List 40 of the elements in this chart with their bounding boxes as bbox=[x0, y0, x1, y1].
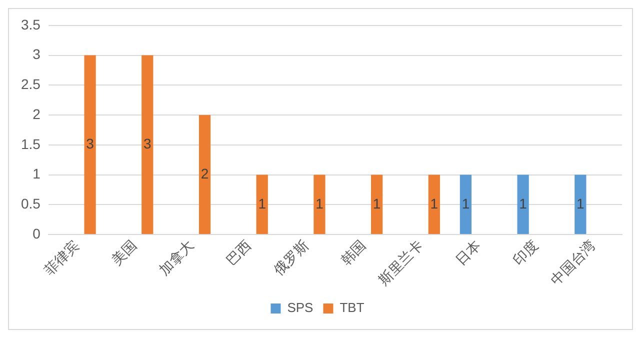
y-tick-label: 0.5 bbox=[20, 196, 41, 212]
x-tick-label: 俄罗斯 bbox=[270, 237, 312, 278]
data-label: 1 bbox=[576, 195, 585, 212]
bar bbox=[460, 174, 472, 234]
x-tick-label: 美国 bbox=[108, 237, 140, 268]
y-tick-label: 0 bbox=[32, 225, 41, 242]
y-tick-label: 2 bbox=[32, 106, 41, 122]
x-tick-label: 巴西 bbox=[222, 237, 254, 268]
bar bbox=[198, 115, 211, 234]
data-label: 1 bbox=[258, 195, 266, 212]
data-label: 1 bbox=[372, 195, 381, 212]
bar bbox=[256, 174, 268, 234]
x-tick-label: 加拿大 bbox=[156, 237, 197, 278]
data-label: 3 bbox=[144, 136, 152, 152]
y-tick-label: 1.5 bbox=[20, 136, 41, 152]
bar bbox=[574, 174, 586, 234]
bar bbox=[84, 55, 96, 234]
y-tick-label: 3 bbox=[32, 46, 41, 62]
data-label: 1 bbox=[519, 195, 528, 212]
x-tick-label: 中国台湾 bbox=[547, 237, 598, 288]
x-tick-label: 印度 bbox=[510, 237, 541, 268]
data-label: 1 bbox=[462, 195, 470, 212]
y-tick-label: 1 bbox=[32, 166, 41, 182]
x-tick-label: 菲律宾 bbox=[40, 237, 82, 278]
x-tick-label: 斯里兰卡 bbox=[375, 237, 426, 288]
x-tick-label: 日本 bbox=[452, 237, 484, 268]
bar bbox=[428, 174, 440, 234]
y-tick-label: 3.5 bbox=[20, 16, 41, 32]
data-label: 1 bbox=[316, 195, 324, 212]
legend-label: TBT bbox=[340, 300, 364, 316]
x-tick-label: 韩国 bbox=[338, 237, 369, 268]
bar bbox=[314, 174, 326, 234]
bar bbox=[142, 55, 154, 234]
bar bbox=[371, 174, 383, 234]
y-tick-label: 2.5 bbox=[20, 76, 41, 92]
data-label: 1 bbox=[430, 195, 438, 212]
data-label: 3 bbox=[86, 136, 94, 152]
bar bbox=[517, 174, 529, 234]
legend-label: SPS bbox=[287, 300, 314, 316]
data-label: 2 bbox=[200, 165, 209, 182]
